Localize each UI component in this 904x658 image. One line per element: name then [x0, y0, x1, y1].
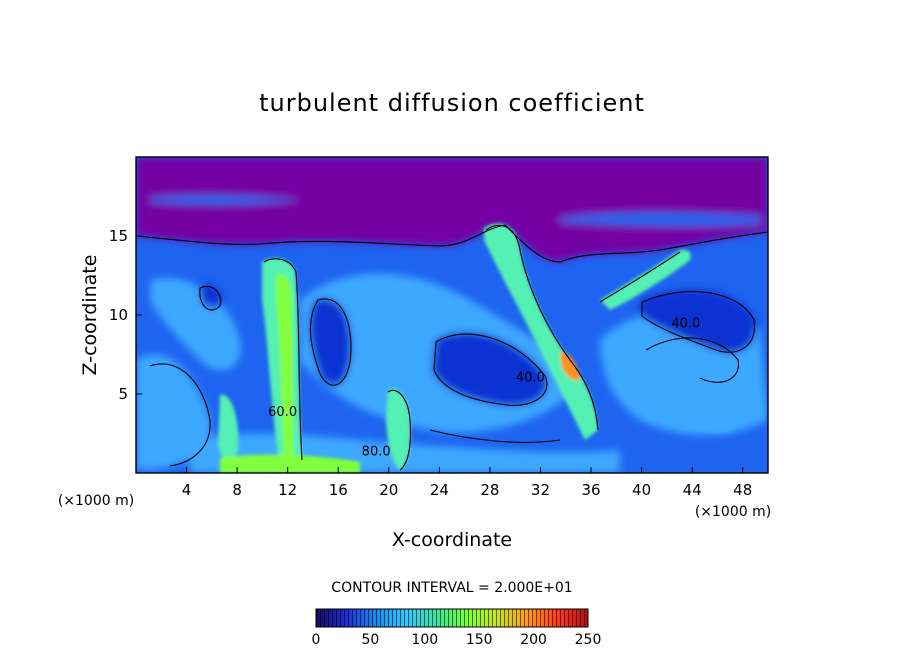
x-tick-label: 40: [632, 481, 651, 499]
x-tick-label: 8: [232, 481, 242, 499]
x-tick-label: 24: [430, 481, 449, 499]
sky-band-upper: [150, 194, 300, 205]
colorbar-tick-label: 200: [520, 632, 547, 648]
contour-value-label: 40.0: [516, 370, 545, 385]
contour-line: [149, 363, 211, 467]
y-axis-label: Z-coordinate: [79, 255, 101, 376]
x-tick-label: 16: [329, 481, 348, 499]
contour-line: [645, 337, 739, 383]
plume-mid: [386, 388, 411, 470]
x-tick-label: 48: [733, 481, 752, 499]
plume-left-core: [276, 273, 294, 466]
contour-line: [599, 251, 681, 303]
filament-peak: [560, 352, 580, 381]
contour-line: [387, 389, 412, 471]
contour-line: [429, 429, 561, 443]
ground-layer: [220, 454, 360, 473]
contour-value-label: 80.0: [362, 445, 391, 460]
core-low-right: [640, 289, 756, 354]
contour-line: [485, 224, 599, 431]
x-tick-label: 12: [278, 481, 297, 499]
colorbar-tick-label: 150: [466, 632, 493, 648]
x-unit-left: (×1000 m): [58, 493, 134, 509]
colorbar-tick-label: 100: [411, 632, 438, 648]
colorbar-tick-label: 0: [312, 632, 321, 648]
filament-right: [600, 249, 691, 310]
sky-band-right: [560, 212, 760, 227]
right-swirl: [680, 402, 739, 433]
x-tick-label: 20: [379, 481, 398, 499]
colorbar-stripes: [316, 609, 588, 627]
contour-line: [641, 291, 756, 353]
filament-diagonal: [484, 223, 598, 440]
x-tick-label: 32: [531, 481, 550, 499]
contour-line: [309, 298, 352, 386]
core-low-left: [309, 298, 352, 386]
colorbar-tick-label: 50: [361, 632, 379, 648]
x-tick-label: 36: [581, 481, 600, 499]
sky-region: [136, 157, 768, 262]
x-tick-label: 28: [480, 481, 499, 499]
contour-line: [136, 224, 768, 263]
contour-value-label: 60.0: [268, 405, 297, 420]
x-tick-label: 44: [683, 481, 702, 499]
x-tick-label: 4: [182, 481, 192, 499]
x-axis-label: X-coordinate: [392, 529, 512, 551]
y-tick-label: 5: [118, 385, 128, 403]
y-tick-label: 10: [109, 306, 128, 324]
x-unit-right: (×1000 m): [695, 504, 771, 520]
heatmap-field: 40.0 40.0 60.0 80.0: [136, 157, 768, 473]
contour-line: [199, 286, 222, 311]
chart-title: turbulent diffusion coefficient: [259, 89, 645, 117]
y-tick-label: 15: [109, 227, 128, 245]
plume-left-low: [218, 394, 239, 461]
contour-interval-label: CONTOUR INTERVAL = 2.000E+01: [331, 580, 572, 596]
contour-line: [263, 258, 303, 461]
contour-line: [433, 333, 548, 406]
colorbar: 0 50 100 150 200 250: [312, 608, 602, 648]
contour-value-label: 40.0: [671, 317, 700, 332]
colorbar-tick-label: 250: [575, 632, 602, 648]
